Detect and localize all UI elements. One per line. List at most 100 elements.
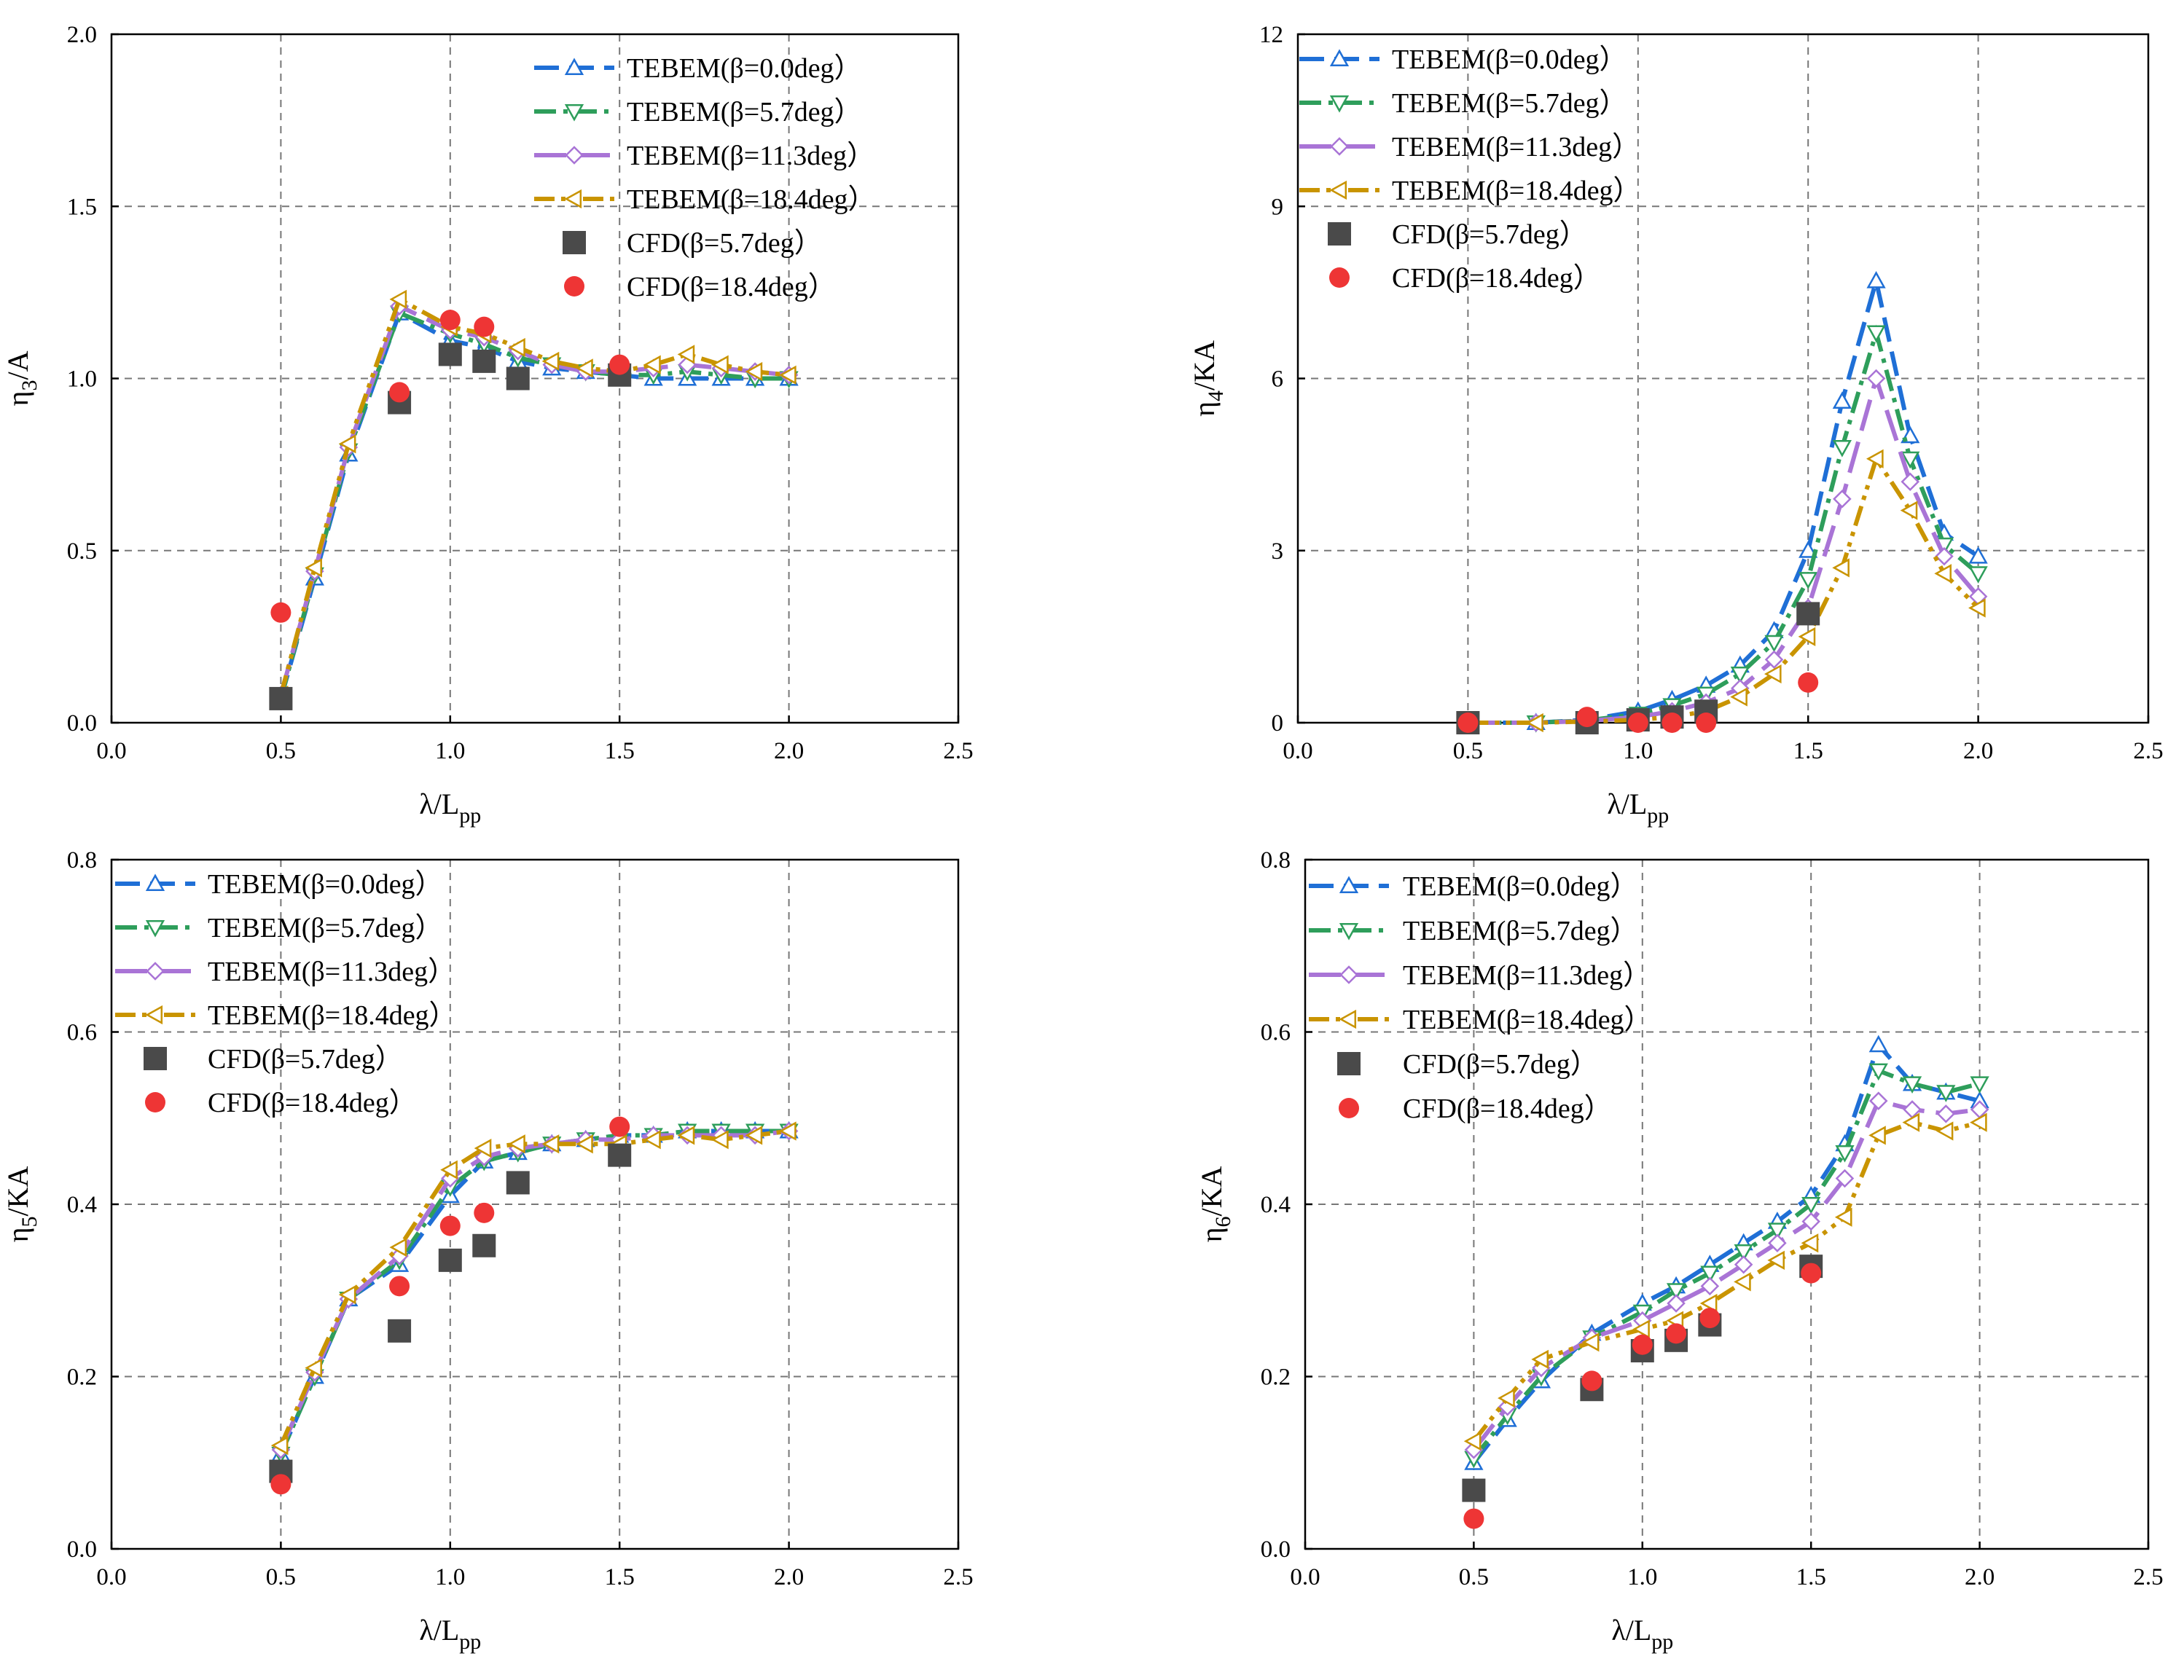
data-point bbox=[506, 1171, 530, 1195]
legend-label: TEBEM(β=18.4deg） bbox=[1403, 1005, 1652, 1035]
y-axis-label: η6/KA bbox=[1195, 1166, 1235, 1242]
legend-label: TEBEM(β=5.7deg） bbox=[1403, 916, 1638, 946]
data-point bbox=[1799, 572, 1818, 589]
data-point bbox=[1835, 1169, 1855, 1188]
data-point bbox=[1936, 1104, 1956, 1123]
data-point bbox=[1734, 1272, 1751, 1292]
data-point bbox=[1498, 1388, 1515, 1408]
y-tick-label: 0.6 bbox=[1261, 1020, 1291, 1046]
legend-marker bbox=[1329, 180, 1347, 200]
data-point bbox=[1666, 1323, 1687, 1344]
data-point bbox=[1902, 1112, 1920, 1132]
data-point bbox=[389, 382, 410, 403]
data-point bbox=[711, 355, 729, 374]
data-point bbox=[389, 289, 407, 309]
data-point bbox=[1734, 1244, 1753, 1262]
x-tick-label: 0.0 bbox=[96, 738, 126, 764]
data-point bbox=[1531, 1349, 1549, 1369]
data-point bbox=[1768, 1233, 1787, 1252]
legend-marker bbox=[1329, 95, 1350, 113]
heave-chart: 0.0 0.5 1.0 1.5 2.0 2.5 0.0 0.5 1.0 1.5 2.0 λ/Lpp η3… bbox=[1, 22, 974, 828]
pitch-chart: 0.0 0.5 1.0 1.5 2.0 2.5 0.0 0.2 0.4 0.6 0.8 λ/Lpp η5… bbox=[1, 847, 974, 1654]
data-point bbox=[1699, 1293, 1718, 1314]
data-point bbox=[1576, 707, 1597, 728]
data-point bbox=[1866, 369, 1886, 388]
legend-marker bbox=[1329, 49, 1350, 67]
data-point bbox=[1832, 558, 1850, 578]
series-line bbox=[1472, 1067, 1981, 1460]
data-point bbox=[1835, 1145, 1855, 1163]
series-3 bbox=[1463, 1112, 1987, 1451]
data-point bbox=[1970, 1076, 1989, 1094]
y-tick-label: 6 bbox=[1272, 366, 1284, 393]
data-point bbox=[1526, 713, 1543, 733]
data-point bbox=[1581, 1370, 1602, 1392]
data-point bbox=[1799, 541, 1818, 558]
data-point bbox=[1462, 1478, 1486, 1502]
data-point bbox=[1832, 391, 1852, 409]
x-tick-label: 0.5 bbox=[1459, 1564, 1489, 1590]
x-tick-label: 0.0 bbox=[1290, 1564, 1320, 1590]
data-point bbox=[1968, 598, 1986, 618]
data-point bbox=[472, 1233, 496, 1257]
data-point bbox=[506, 366, 530, 390]
data-point bbox=[677, 345, 695, 364]
legend-marker bbox=[1339, 876, 1359, 894]
data-point bbox=[474, 316, 495, 337]
data-point bbox=[1730, 667, 1750, 684]
legend-label: CFD(β=18.4deg） bbox=[208, 1088, 417, 1118]
legend-label: CFD(β=5.7deg） bbox=[1403, 1049, 1598, 1080]
legend-marker bbox=[144, 1047, 167, 1070]
data-point bbox=[1935, 546, 1954, 566]
data-point bbox=[1801, 1263, 1822, 1284]
series-3 bbox=[270, 289, 797, 705]
x-tick-label: 1.5 bbox=[1796, 1564, 1826, 1590]
data-point bbox=[1767, 1222, 1788, 1241]
data-point bbox=[608, 1143, 632, 1167]
y-tick-label: 0.0 bbox=[1261, 1536, 1291, 1563]
data-point bbox=[609, 354, 630, 375]
legend-label: CFD(β=18.4deg） bbox=[627, 272, 836, 302]
data-point bbox=[472, 349, 496, 373]
data-point bbox=[1801, 1212, 1820, 1231]
legend-label: TEBEM(β=18.4deg） bbox=[208, 1000, 457, 1031]
data-point bbox=[440, 1160, 458, 1179]
y-tick-label: 3 bbox=[1272, 538, 1284, 565]
data-point bbox=[1934, 564, 1952, 584]
legend-marker bbox=[1339, 1098, 1359, 1118]
data-point bbox=[643, 1130, 661, 1150]
data-point bbox=[1581, 1332, 1600, 1352]
series-1 bbox=[1458, 324, 1988, 733]
series-5 bbox=[1457, 672, 1819, 733]
data-point bbox=[1901, 472, 1920, 492]
series-2 bbox=[1464, 1091, 1989, 1459]
series-2 bbox=[271, 297, 799, 704]
data-point bbox=[1832, 439, 1852, 458]
data-point bbox=[745, 1126, 763, 1145]
data-point bbox=[576, 1134, 593, 1154]
x-tick-label: 2.0 bbox=[774, 738, 804, 764]
y-tick-label: 0.4 bbox=[1261, 1192, 1291, 1218]
legend-label: TEBEM(β=11.3deg） bbox=[627, 141, 874, 171]
data-point bbox=[1627, 713, 1648, 733]
series-3 bbox=[1457, 449, 1986, 733]
legend: TEBEM(β=0.0deg） TEBEM(β=5.7deg） TEBEM(β=11… bbox=[1309, 871, 1652, 1124]
data-point bbox=[1833, 490, 1852, 509]
legend-label: TEBEM(β=0.0deg） bbox=[1403, 871, 1638, 902]
legend-label: TEBEM(β=0.0deg） bbox=[627, 53, 862, 84]
x-tick-label: 1.0 bbox=[1623, 738, 1653, 764]
x-axis-label: λ/Lpp bbox=[1607, 788, 1669, 828]
series-5 bbox=[1463, 1263, 1822, 1529]
data-point bbox=[1699, 1308, 1721, 1329]
data-point bbox=[338, 1285, 356, 1305]
data-point bbox=[1463, 1508, 1484, 1529]
series-line bbox=[1472, 1120, 1981, 1443]
legend-marker bbox=[1339, 1009, 1357, 1029]
y-tick-label: 2.0 bbox=[67, 22, 97, 48]
data-point bbox=[1798, 672, 1819, 693]
data-point bbox=[576, 358, 593, 378]
data-point bbox=[1936, 1085, 1956, 1102]
legend-marker bbox=[146, 962, 165, 981]
legend-label: CFD(β=5.7deg） bbox=[627, 228, 822, 259]
